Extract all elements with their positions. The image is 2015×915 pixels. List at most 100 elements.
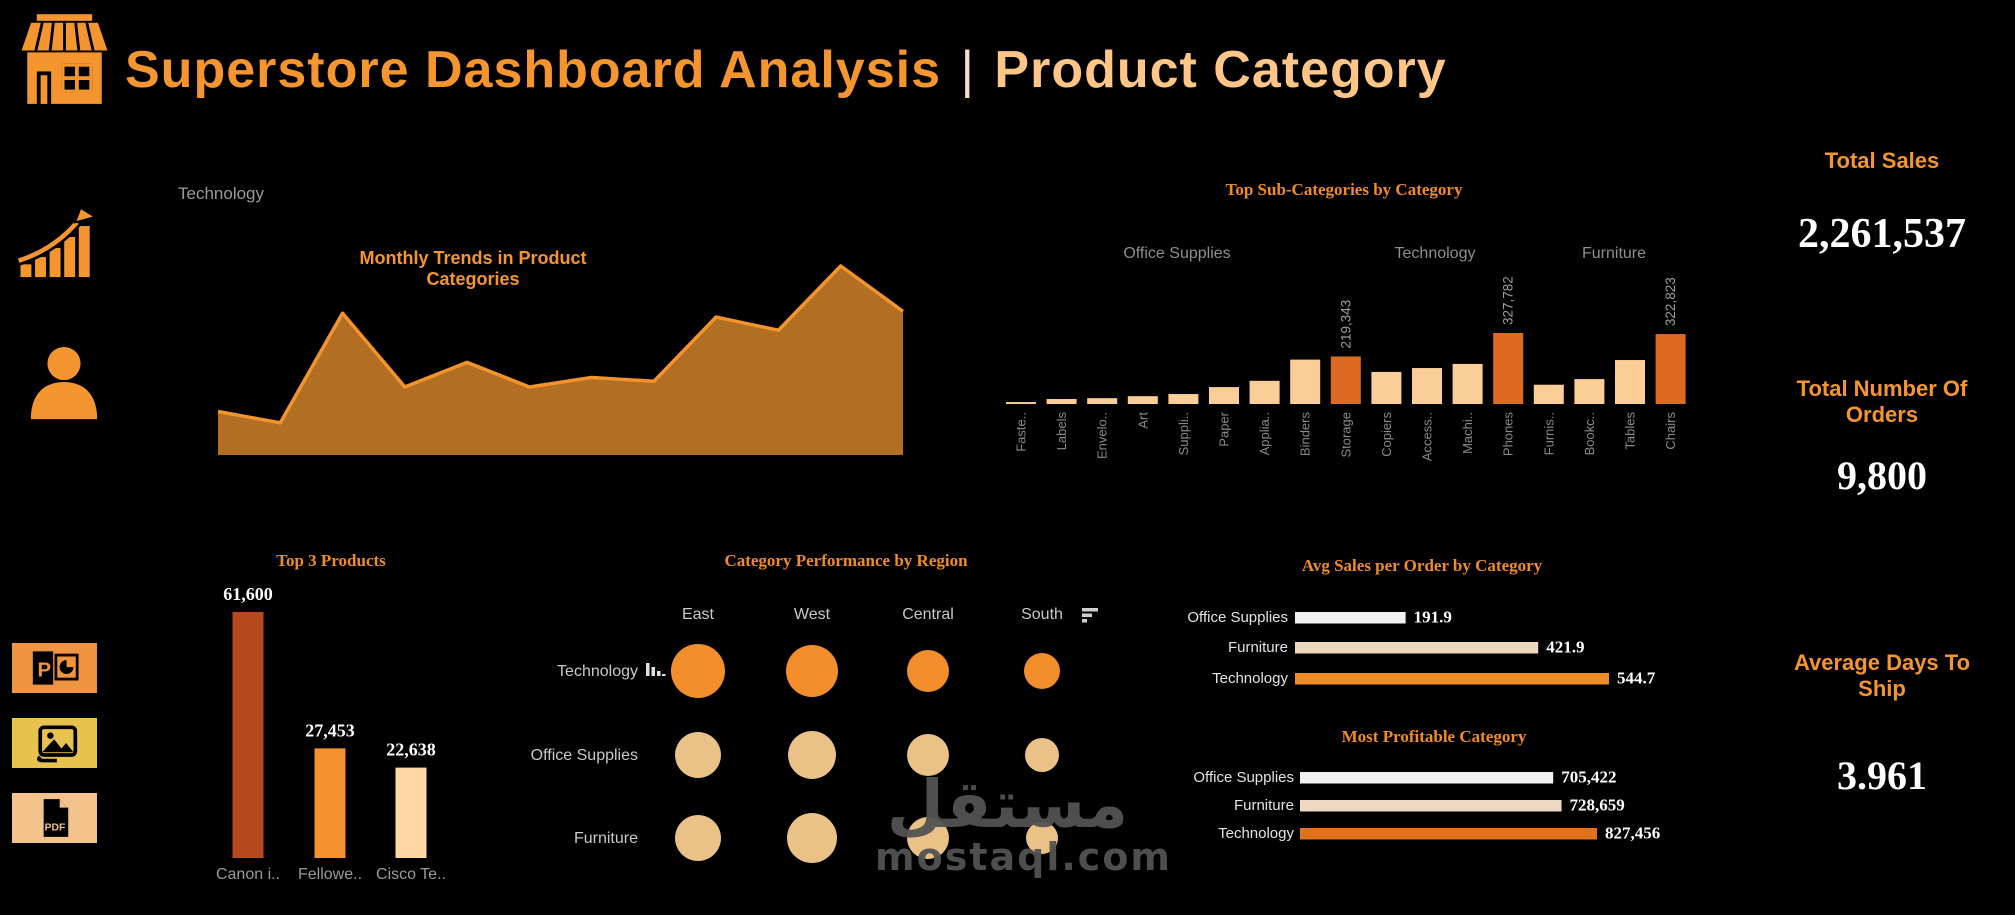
monthly-trends-title: Monthly Trends in Product Categories: [359, 248, 587, 289]
subcategory-bar[interactable]: [1168, 394, 1199, 404]
subcategory-bar[interactable]: [1371, 371, 1402, 404]
subcategory-bar[interactable]: [1615, 360, 1645, 404]
powerpoint-export-button[interactable]: P: [12, 643, 97, 693]
mini-bar-chart-icon: [662, 674, 666, 676]
top-product-bar[interactable]: [314, 748, 346, 858]
subcategory-tick-label: Labels: [1054, 412, 1069, 451]
area-series[interactable]: [218, 266, 903, 455]
sort-funnel-icon[interactable]: [1082, 608, 1098, 612]
subcategory-bar[interactable]: [1330, 356, 1361, 404]
subcategory-tick-label: Furnis..: [1541, 412, 1556, 455]
top-products-title: Top 3 Products: [276, 551, 386, 570]
svg-text:P: P: [37, 659, 51, 681]
subcategory-bar[interactable]: [1452, 363, 1483, 404]
hbar[interactable]: [1295, 673, 1609, 685]
subcategory-bar[interactable]: [1412, 368, 1442, 404]
region-circle[interactable]: [675, 815, 721, 861]
subcategory-tick-label: Binders: [1298, 412, 1313, 457]
image-export-button[interactable]: [12, 718, 97, 768]
mini-bar-chart-icon: [657, 671, 661, 676]
pdf-export-button[interactable]: PDF: [12, 793, 97, 843]
kpi-total-orders-value: 9,800: [1837, 453, 1927, 498]
subcategory-bar[interactable]: [1087, 398, 1118, 404]
top-product-value-label: 22,638: [386, 740, 436, 760]
hbar-category-label: Technology: [1218, 825, 1294, 842]
mini-bar-chart-icon: [651, 667, 655, 676]
region-column-header: Central: [902, 606, 954, 623]
subcategory-bar[interactable]: [1655, 334, 1686, 404]
region-column-header: East: [682, 606, 715, 623]
subcategory-tick-label: Machi..: [1460, 412, 1475, 454]
hbar[interactable]: [1300, 800, 1562, 812]
hbar-category-label: Furniture: [1228, 639, 1288, 656]
subcategory-value-label: 327,782: [1501, 276, 1516, 325]
region-circle[interactable]: [907, 650, 949, 692]
region-circle[interactable]: [907, 734, 949, 776]
top-product-tick-label: Canon i..: [216, 866, 280, 883]
region-column-header: West: [794, 606, 831, 623]
subcategory-bar[interactable]: [1127, 396, 1158, 404]
region-circle[interactable]: [788, 731, 836, 779]
subcategory-tick-label: Applia..: [1257, 412, 1272, 455]
svg-text:PDF: PDF: [44, 822, 65, 833]
subcategory-tick-label: Suppli..: [1176, 412, 1191, 455]
hbar[interactable]: [1300, 772, 1554, 784]
region-circle[interactable]: [1026, 822, 1058, 854]
kpi-total-sales-label: Total Sales: [1824, 148, 1940, 173]
kpi-avg-days-value: 3.961: [1837, 753, 1927, 798]
subcategory-tick-label: Chairs: [1663, 412, 1678, 450]
kpi-total-sales-value: 2,261,537: [1798, 211, 1966, 257]
watermark: مستقل mostaql.com: [875, 772, 1170, 877]
subcategory-bar[interactable]: [1493, 333, 1524, 404]
top-product-bar[interactable]: [232, 612, 264, 858]
subcategory-tick-label: Art: [1135, 412, 1150, 429]
kpi-total-orders-label: Total Number Of Orders: [1796, 376, 1968, 427]
region-circle[interactable]: [675, 732, 721, 778]
region-circle[interactable]: [787, 813, 837, 863]
hbar-value-label: 705,422: [1561, 768, 1616, 787]
hbar[interactable]: [1295, 612, 1406, 624]
sort-funnel-icon[interactable]: [1082, 613, 1092, 618]
subcategory-bar[interactable]: [1046, 399, 1077, 404]
person-icon[interactable]: [25, 343, 103, 425]
pdf-icon: PDF: [43, 799, 68, 837]
hbar[interactable]: [1300, 828, 1597, 840]
region-circle[interactable]: [671, 644, 725, 698]
hbar-value-label: 421.9: [1546, 638, 1584, 657]
hbar-category-label: Office Supplies: [1193, 769, 1294, 786]
region-matrix-title: Category Performance by Region: [724, 551, 968, 570]
subcategory-bar[interactable]: [1209, 387, 1239, 404]
subcategory-tick-label: Access..: [1420, 412, 1435, 461]
region-row-label: Furniture: [574, 830, 638, 847]
region-column-header: South: [1021, 606, 1063, 623]
page-title-separator: |: [960, 41, 975, 99]
storefront-icon: [12, 12, 117, 108]
subcategory-tick-label: Paper: [1217, 411, 1232, 446]
area-series-label: Technology: [178, 184, 265, 203]
subcategory-tick-label: Tables: [1623, 412, 1638, 450]
subcategory-value-label: 322,823: [1663, 277, 1678, 326]
avg-sales-title: Avg Sales per Order by Category: [1301, 556, 1543, 575]
subcategory-bar[interactable]: [1290, 359, 1321, 404]
subcategory-bar[interactable]: [1574, 379, 1605, 404]
subcategory-bar[interactable]: [1249, 380, 1280, 404]
subcategory-tick-label: Phones: [1501, 412, 1516, 457]
hbar-category-label: Office Supplies: [1187, 609, 1288, 626]
subcategory-tick-label: Bookc..: [1582, 412, 1597, 455]
growth-chart-icon[interactable]: [15, 203, 98, 291]
subcategory-tick-label: Storage: [1338, 412, 1353, 458]
region-row-label: Office Supplies: [531, 747, 638, 764]
hbar[interactable]: [1295, 642, 1539, 654]
page-title-main: Superstore Dashboard Analysis: [125, 41, 941, 99]
area-series-outline: [217, 264, 905, 425]
subcategory-group-label: Technology: [1395, 245, 1476, 262]
region-circle[interactable]: [1024, 653, 1060, 689]
region-circle[interactable]: [786, 645, 838, 697]
region-circle[interactable]: [1025, 738, 1059, 772]
sort-funnel-icon[interactable]: [1082, 619, 1087, 623]
region-circle[interactable]: [907, 817, 949, 859]
top-product-bar[interactable]: [395, 767, 427, 858]
subcategory-bar[interactable]: [1533, 384, 1564, 404]
subcategory-bar[interactable]: [1006, 402, 1036, 404]
